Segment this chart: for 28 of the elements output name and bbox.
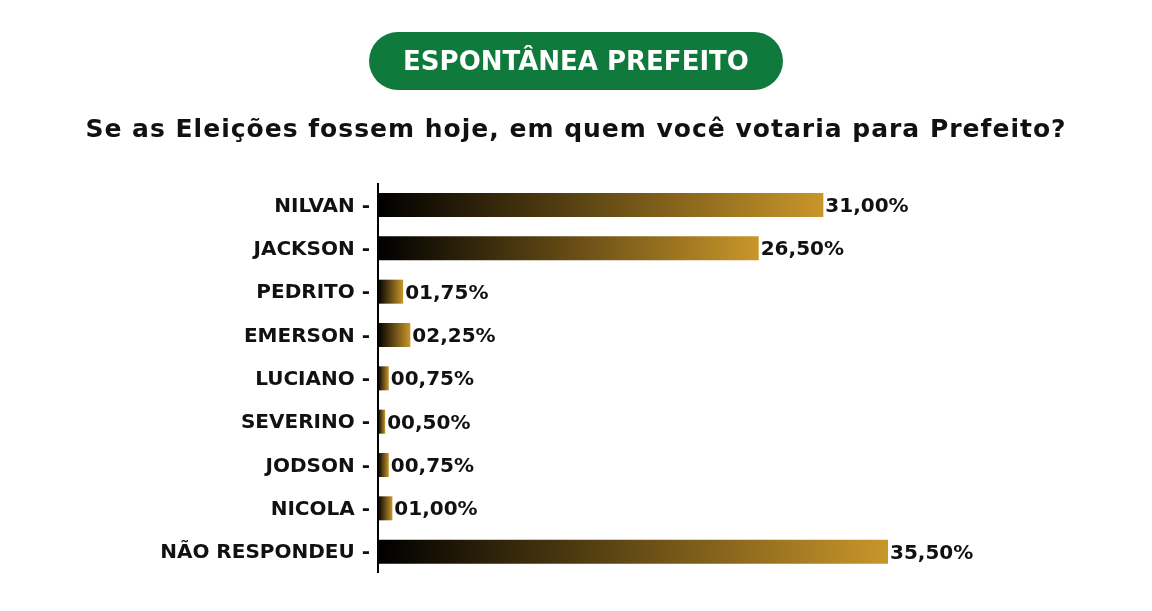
y-tick-label: EMERSON - [243, 322, 370, 347]
data-label: 00,75% [390, 453, 475, 478]
bar [378, 279, 404, 304]
y-tick-label: LUCIANO - [255, 366, 370, 391]
y-tick-label: PEDRITO - [256, 279, 370, 304]
y-tick-label: NICOLA - [270, 496, 370, 521]
chart-title: ESPONTÂNEA PREFEITO [369, 32, 783, 90]
bar [378, 323, 411, 347]
y-tick-label: NÃO RESPONDEU - [160, 539, 370, 564]
bar [378, 539, 888, 564]
data-label: 31,00% [825, 193, 909, 218]
bar [378, 366, 389, 391]
bar [378, 496, 393, 521]
bar [378, 453, 389, 477]
bar [378, 236, 759, 261]
chart-subtitle: Se as Eleições fossem hoje, em quem você votaria para Prefeito? [84, 114, 1068, 143]
data-label: 01,75% [405, 279, 489, 304]
data-label: 35,50% [890, 539, 974, 564]
data-label: 01,00% [394, 496, 478, 521]
data-label: 02,25% [412, 323, 496, 348]
data-label: 26,50% [760, 236, 845, 261]
y-tick-label: JACKSON - [251, 236, 370, 261]
y-tick-label: NILVAN - [274, 192, 370, 217]
y-tick-label: JODSON - [263, 452, 370, 477]
y-tick-label: SEVERINO - [240, 409, 370, 434]
bar [378, 193, 824, 217]
data-label: 00,50% [387, 409, 471, 434]
data-label: 00,75% [390, 366, 475, 391]
